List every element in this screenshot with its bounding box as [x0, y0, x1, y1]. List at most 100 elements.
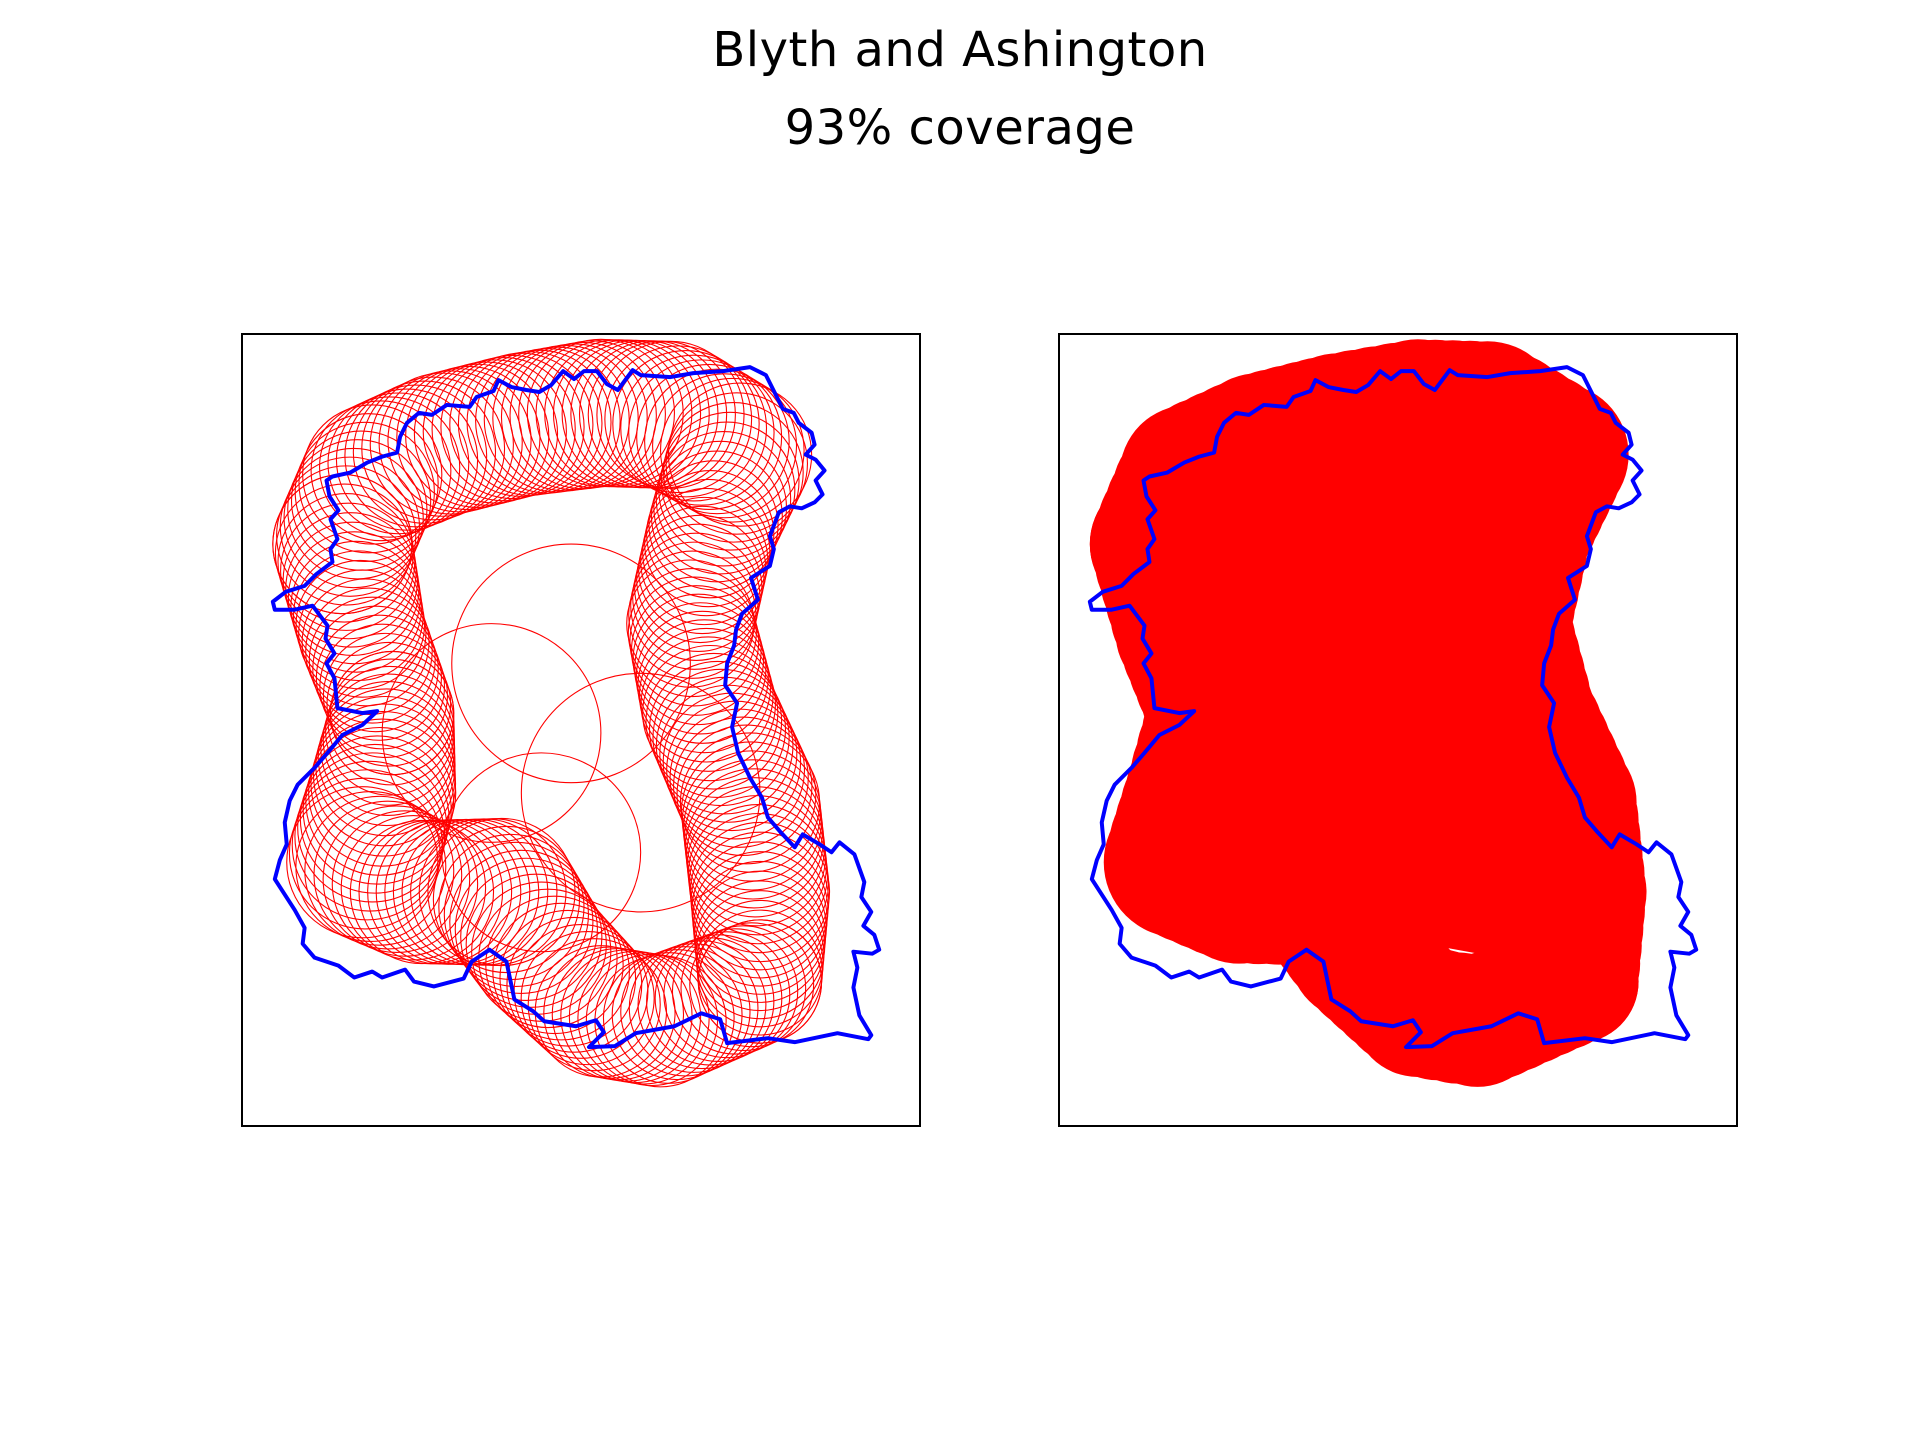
coverage-circle [361, 376, 506, 521]
coverage-circle [654, 934, 783, 1062]
coverage-circle [628, 359, 775, 506]
coverage-circle [551, 948, 685, 1081]
coverage-circle [652, 373, 798, 519]
coverage-circle [697, 919, 823, 1044]
coverage-circle [629, 576, 760, 707]
coverage-circle [646, 937, 775, 1066]
coverage-circle [689, 922, 815, 1048]
coverage-circle [626, 559, 755, 688]
coverage-circle [286, 786, 439, 939]
coverage-circle [627, 568, 757, 698]
coverage-subtitle: 93% coverage [784, 100, 1136, 156]
coverage-circle [527, 938, 661, 1072]
coverage-circle [694, 880, 826, 1012]
coverage-circle [638, 627, 774, 763]
coverage-circle [315, 614, 442, 741]
coverage-circle [432, 825, 581, 974]
coverage-circle [635, 610, 769, 744]
coverage-circle [485, 895, 624, 1035]
coverage-circle [520, 931, 655, 1066]
constituency-boundary [270, 365, 882, 1050]
coverage-circle [637, 940, 767, 1070]
coverage-circle [340, 815, 487, 961]
coverage-circles-group [272, 338, 831, 1088]
coverage-circle [655, 431, 792, 567]
coverage-circle [577, 952, 710, 1085]
coverage-circle [659, 684, 798, 823]
coverage-circle [634, 602, 767, 735]
coverage-circle [680, 925, 807, 1052]
coverage-circle [422, 359, 567, 504]
coverage-circle [319, 623, 446, 750]
coverage-circle [543, 946, 676, 1079]
coverage-circle [645, 652, 783, 790]
coverage-circle [642, 644, 779, 782]
coverage-circle [312, 605, 439, 733]
coverage-circle [451, 543, 691, 784]
coverage-circle [692, 860, 827, 995]
coverage-circle [329, 650, 455, 776]
coverage-circle [441, 752, 642, 953]
panel-filled-coverage [1058, 333, 1738, 1127]
coverage-circle [294, 421, 435, 563]
coverage-circle [692, 851, 828, 987]
coverage-circle [287, 439, 428, 580]
coverage-circle [304, 795, 455, 946]
coverage-circle [644, 368, 790, 515]
figure-title: Blyth and Ashington [712, 22, 1208, 78]
coverage-circle [630, 541, 759, 670]
coverage-circle [454, 857, 598, 1001]
coverage-circle [628, 943, 759, 1073]
coverage-circle [331, 810, 479, 957]
coverage-circle [612, 349, 760, 498]
coverage-circle [630, 585, 762, 716]
coverage-circle [648, 660, 787, 798]
coverage-circle [381, 623, 602, 843]
coverage-circle [676, 724, 817, 865]
panel-circle-outlines [241, 333, 921, 1127]
coverage-circle [509, 341, 657, 490]
coverage-circle [276, 465, 417, 606]
coverage-circle [693, 870, 827, 1003]
constituency-boundary [1087, 365, 1699, 1050]
coverage-circle [305, 587, 433, 716]
coverage-circle [628, 550, 757, 679]
coverage-circle [673, 716, 813, 857]
coverage-circle [696, 899, 824, 1028]
coverage-circle [310, 400, 452, 542]
coverage-circle [299, 743, 450, 894]
coverage-circle [663, 931, 791, 1059]
coverage-circle [313, 800, 463, 950]
coverage-circle [671, 928, 799, 1055]
coverage-circle [301, 578, 430, 707]
coverage-circle [620, 354, 768, 502]
coverage-circle [659, 377, 805, 523]
coverage-circle [568, 950, 702, 1084]
coverage-circle [669, 708, 809, 848]
coverage-circle [308, 596, 436, 724]
coverage-circle [650, 450, 783, 583]
coverage-circle [695, 890, 825, 1020]
coverage-core [1199, 444, 1577, 972]
map-right [1087, 339, 1699, 1087]
coverage-circle [632, 593, 765, 726]
coverage-circle [648, 460, 779, 591]
coverage-circle [294, 760, 446, 912]
coverage-circle [552, 339, 702, 488]
coverage-circle [344, 384, 488, 528]
coverage-fill-group [1089, 339, 1647, 1087]
map-left [270, 338, 882, 1088]
coverage-circle [322, 805, 471, 954]
coverage-circle [443, 841, 590, 988]
coverage-circle [636, 363, 783, 510]
coverage-circle [302, 404, 443, 545]
coverage-circle [310, 710, 457, 857]
coverage-circle [297, 752, 448, 903]
coverage-circle [460, 865, 603, 1008]
coverage-circle [319, 396, 461, 538]
coverage-circle [506, 916, 643, 1053]
coverage-circle [288, 777, 441, 930]
coverage-circle [492, 902, 630, 1041]
coverage-circle [483, 346, 630, 493]
coverage-circle [658, 421, 796, 559]
